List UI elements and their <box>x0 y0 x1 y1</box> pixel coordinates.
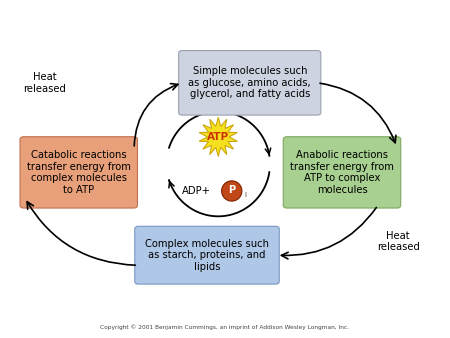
Text: Copyright © 2001 Benjamin Cummings, an imprint of Addison Wesley Longman, Inc.: Copyright © 2001 Benjamin Cummings, an i… <box>100 324 350 330</box>
Text: Anabolic reactions
transfer energy from
ATP to complex
molecules: Anabolic reactions transfer energy from … <box>290 150 394 195</box>
Text: Catabolic reactions
transfer energy from
complex molecules
to ATP: Catabolic reactions transfer energy from… <box>27 150 130 195</box>
FancyBboxPatch shape <box>20 137 138 208</box>
Text: Complex molecules such
as starch, proteins, and
lipids: Complex molecules such as starch, protei… <box>145 239 269 272</box>
Polygon shape <box>199 117 237 156</box>
Text: ADP+: ADP+ <box>182 186 211 196</box>
FancyBboxPatch shape <box>284 137 400 208</box>
FancyBboxPatch shape <box>135 226 279 284</box>
Ellipse shape <box>221 181 242 201</box>
Text: Heat
released: Heat released <box>23 72 67 94</box>
Text: ATP: ATP <box>207 132 230 142</box>
Text: Simple molecules such
as glucose, amino acids,
glycerol, and fatty acids: Simple molecules such as glucose, amino … <box>189 66 311 99</box>
Text: i: i <box>244 192 246 198</box>
Text: Heat
released: Heat released <box>377 231 420 252</box>
FancyBboxPatch shape <box>179 51 321 115</box>
Text: P: P <box>228 185 235 195</box>
